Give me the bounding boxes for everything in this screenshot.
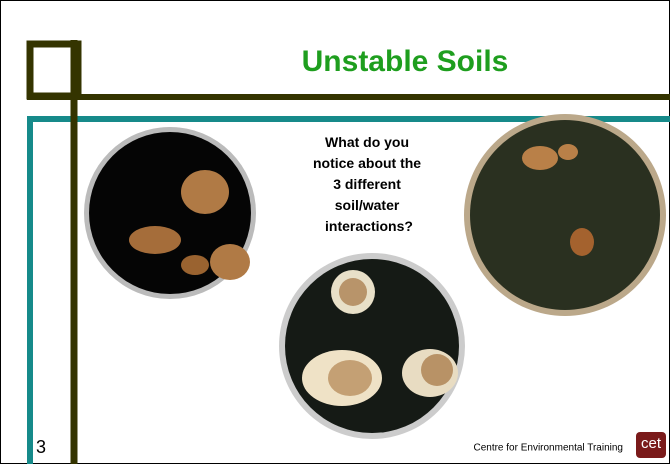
logo-badge <box>636 432 666 458</box>
petri-dish-photo <box>84 127 256 299</box>
logo-text: cet <box>641 435 662 452</box>
petri-dish-photo <box>279 253 465 439</box>
question-line: What do you <box>325 134 409 150</box>
teal-frame <box>27 116 670 464</box>
question-text: What do you notice about the 3 different… <box>313 134 425 234</box>
question-line: notice about the <box>313 155 421 171</box>
petri-dish-photo <box>464 114 666 316</box>
footer-text: Centre for Environmental Training <box>473 443 623 454</box>
slide-number: 3 <box>36 437 46 457</box>
question-line: 3 different <box>333 176 401 192</box>
question-line: interactions? <box>325 218 413 234</box>
question-line: soil/water <box>335 197 400 213</box>
slide-title: Unstable Soils <box>302 45 509 78</box>
